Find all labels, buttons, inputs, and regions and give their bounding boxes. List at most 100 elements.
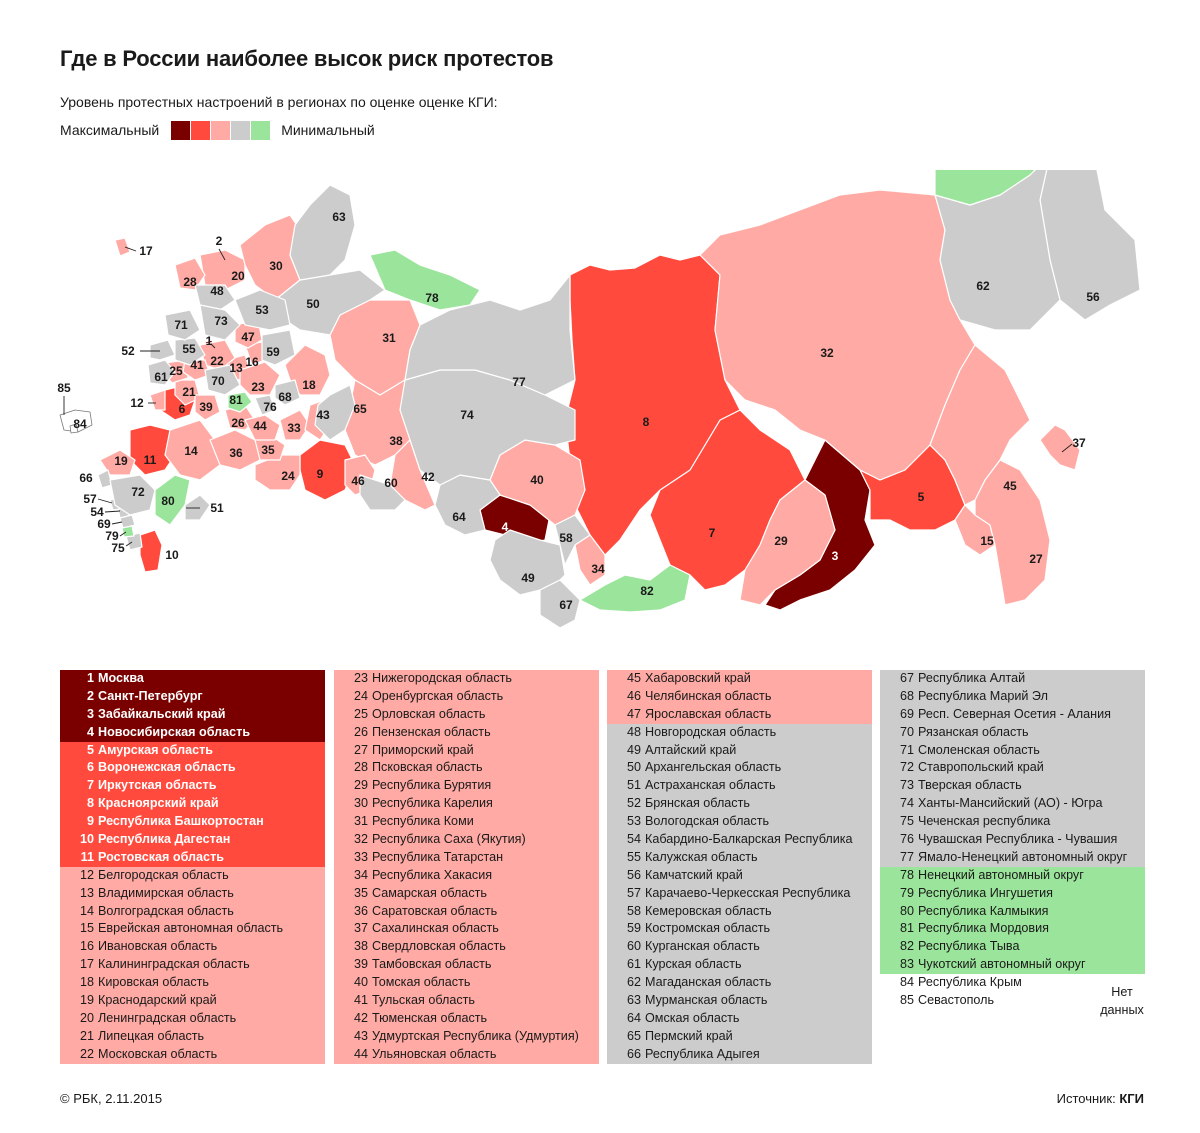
region-label: 62 xyxy=(976,279,990,293)
region-label: 23 xyxy=(251,380,265,394)
legend-table-row: 21 Липецкая область xyxy=(60,1027,325,1046)
region-name: Удмуртская Республика (Удмуртия) xyxy=(372,1028,579,1043)
region-name: Тамбовская область xyxy=(372,957,492,972)
region-number: 32 xyxy=(353,832,368,847)
legend-min-label: Минимальный xyxy=(281,122,375,138)
region-name: Смоленская область xyxy=(918,742,1040,757)
region-label: 40 xyxy=(530,473,544,487)
region-name: Орловская область xyxy=(372,706,486,721)
legend-swatch-3 xyxy=(211,120,231,140)
legend-table-row: 31 Республика Коми xyxy=(334,813,599,832)
region-number: 61 xyxy=(626,957,641,972)
region-name: Пермский край xyxy=(645,1028,733,1043)
region-number: 58 xyxy=(626,903,641,918)
region-label: 55 xyxy=(182,342,196,356)
legend-table-row: 16 Ивановская область xyxy=(60,938,325,957)
region-number: 55 xyxy=(626,849,641,864)
legend-swatch-5 xyxy=(251,120,271,140)
region-label: 7 xyxy=(709,526,716,540)
legend-table-row: 76 Чувашская Республика - Чувашия xyxy=(880,831,1145,849)
region-name: Кемеровская область xyxy=(645,903,772,918)
region-label: 28 xyxy=(183,275,197,289)
region-name: Саратовская область xyxy=(372,903,498,918)
region-number: 66 xyxy=(626,1046,641,1061)
region-label: 1 xyxy=(206,334,213,348)
region-name: Республика Мордовия xyxy=(918,921,1049,936)
region-name: Калужская область xyxy=(645,849,758,864)
region-name: Владимирская область xyxy=(98,885,234,900)
legend-table-row: 26 Пензенская область xyxy=(334,723,599,742)
region-shape xyxy=(174,257,206,291)
region-label: 25 xyxy=(169,364,183,378)
legend-table-row: 85 Севастополь xyxy=(880,992,1145,1010)
legend-table-row: 81 Республика Мордовия xyxy=(880,920,1145,939)
region-number: 85 xyxy=(899,993,914,1008)
region-label: 26 xyxy=(231,416,245,430)
region-name: Алтайский край xyxy=(645,742,737,757)
leader-line xyxy=(111,521,123,525)
region-shape xyxy=(274,379,301,406)
region-number: 14 xyxy=(79,903,94,918)
legend-table-row: 25 Орловская область xyxy=(334,705,599,724)
legend-table-row: 10 Республика Дагестан xyxy=(60,831,325,849)
region-name: Краснодарский край xyxy=(98,993,217,1008)
region-name: Волгоградская область xyxy=(98,903,234,918)
region-number: 24 xyxy=(353,688,368,703)
no-data-label: Нет данных xyxy=(1100,985,1144,1017)
legend-table-row: 80 Республика Калмыкия xyxy=(880,902,1145,921)
region-label: 35 xyxy=(261,443,275,457)
legend-table-row: 5 Амурская область xyxy=(60,741,325,760)
region-label: 57 xyxy=(83,492,97,506)
legend-table-row: 72 Ставропольский край xyxy=(880,759,1145,778)
legend-table-row: 8 Красноярский край xyxy=(60,795,325,814)
region-number: 15 xyxy=(79,921,94,936)
region-shape xyxy=(209,429,261,471)
region-name: Новгородская область xyxy=(645,724,777,739)
region-name: Республика Алтай xyxy=(918,671,1026,685)
legend-table-row: 47 Ярославская область xyxy=(607,705,872,724)
region-number: 70 xyxy=(899,724,914,739)
legend-table-row: 43 Удмуртская Республика (Удмуртия) xyxy=(334,1027,599,1046)
region-name: Республика Башкортостан xyxy=(98,814,264,829)
region-label: 72 xyxy=(131,485,145,499)
region-name: Вологодская область xyxy=(645,814,770,829)
leader-line xyxy=(97,498,113,504)
legend-table-row: 11 Ростовская область xyxy=(60,848,325,867)
legend-table-row: 55 Калужская область xyxy=(607,848,872,867)
region-name: Ленинградская область xyxy=(98,1010,237,1025)
legend-table-row: 66 Республика Адыгея xyxy=(607,1045,872,1064)
region-name: Хабаровский край xyxy=(645,671,751,685)
legend-table-row: 15 Еврейская автономная область xyxy=(60,920,325,939)
page-title: Где в России наиболее высок риск протест… xyxy=(60,46,554,71)
legend-table-row: 22 Московская область xyxy=(60,1045,325,1064)
legend-table-row: 42 Тюменская область xyxy=(334,1009,599,1028)
legend-table-row: 35 Самарская область xyxy=(334,884,599,903)
legend-table-row: 38 Свердловская область xyxy=(334,938,599,957)
map-leader-lines xyxy=(63,246,1073,547)
legend-table-row: 37 Сахалинская область xyxy=(334,920,599,939)
region-name: Ямало-Ненецкий автономный округ xyxy=(918,849,1128,864)
region-name: Самарская область xyxy=(372,885,487,900)
region-name: Республика Татарстан xyxy=(372,849,504,864)
legend-table-row: 19 Краснодарский край xyxy=(60,992,325,1010)
legend-table-row: 68 Республика Марий Эл xyxy=(880,687,1145,706)
region-shape xyxy=(404,274,576,396)
legend-table-row: 83 Чукотский автономный округ xyxy=(880,956,1145,975)
region-name: Новосибирская область xyxy=(98,724,251,739)
region-shape xyxy=(554,514,591,566)
region-label: 59 xyxy=(266,345,280,359)
region-shape xyxy=(139,529,163,573)
region-label: 65 xyxy=(353,402,367,416)
region-name: Республика Коми xyxy=(372,814,474,829)
region-number: 17 xyxy=(79,957,94,972)
region-number: 34 xyxy=(353,867,368,882)
region-label: 45 xyxy=(1003,479,1017,493)
region-label: 54 xyxy=(90,505,104,519)
legend-table-row: 13 Владимирская область xyxy=(60,884,325,903)
legend-table-row: 39 Тамбовская область xyxy=(334,956,599,975)
region-label: 32 xyxy=(820,346,834,360)
region-number: 43 xyxy=(353,1028,368,1043)
region-number: 82 xyxy=(899,939,914,954)
region-shape xyxy=(369,249,481,311)
region-number: 60 xyxy=(626,939,641,954)
